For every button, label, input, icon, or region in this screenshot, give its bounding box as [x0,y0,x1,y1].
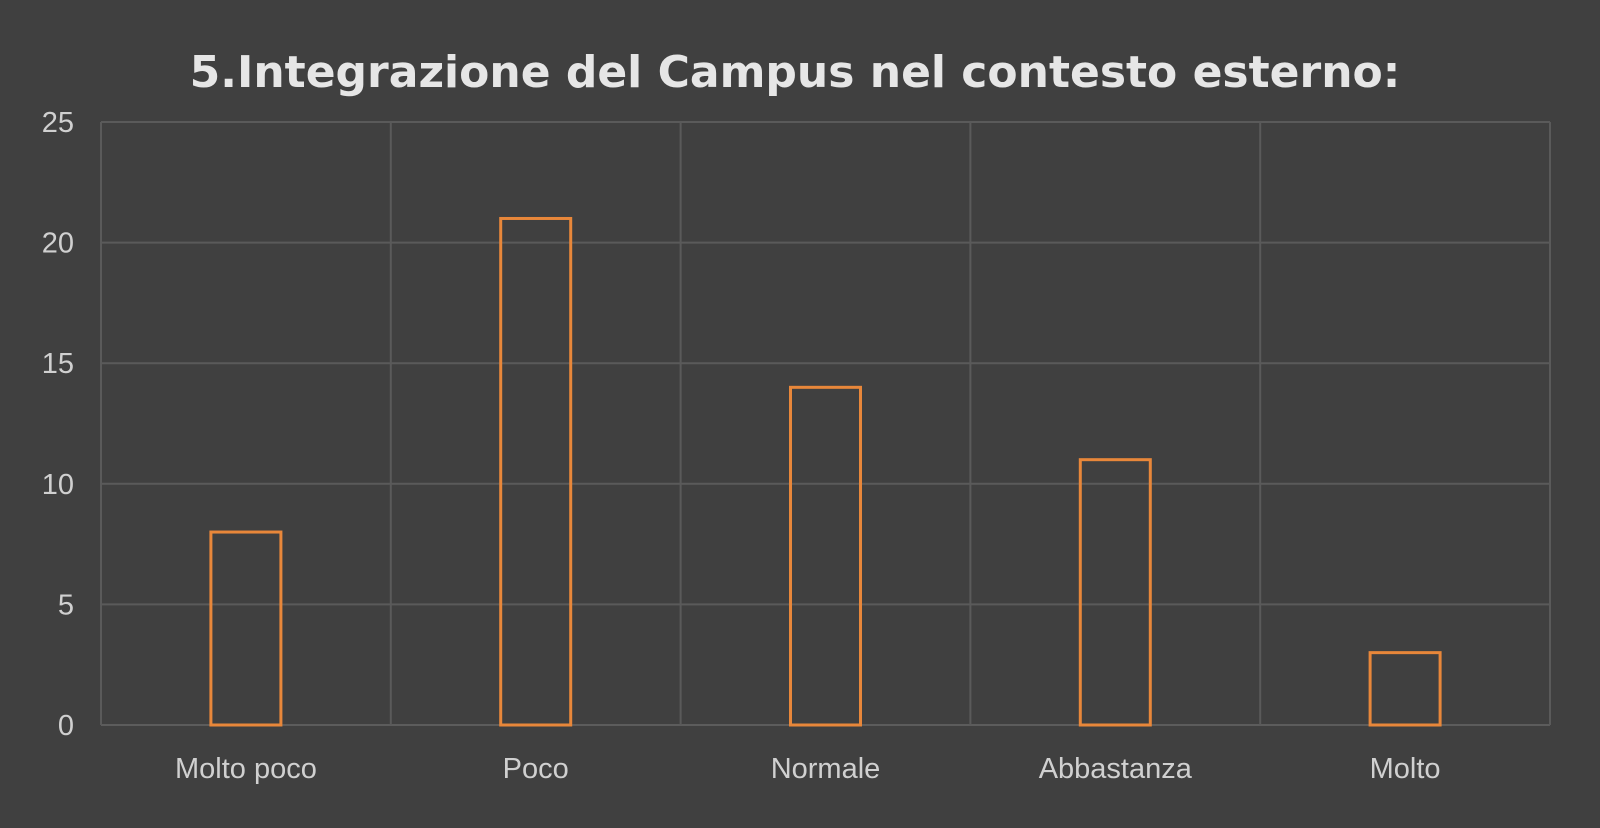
y-tick-label: 10 [42,469,74,501]
y-tick-label: 15 [42,348,74,380]
y-axis-tick-labels: 0 5 10 15 20 25 [42,107,74,742]
gridlines [100,121,1551,726]
bar-abbastanza [1078,458,1152,727]
bar-normale [789,385,862,727]
bar-molto-poco [209,530,283,727]
x-tick-label: Molto poco [175,753,317,785]
bars [209,216,1442,727]
x-tick-label: Abbastanza [1039,753,1193,785]
x-tick-label: Normale [771,753,881,785]
x-tick-label: Poco [503,753,569,785]
y-tick-label: 20 [42,228,74,260]
x-axis-tick-labels: Molto poco Poco Normale Abbastanza Molto [175,753,1441,785]
bar-molto [1368,651,1442,727]
y-tick-label: 0 [58,710,74,742]
bar-poco [499,216,573,727]
y-tick-label: 25 [42,107,74,139]
y-tick-label: 5 [58,589,74,621]
chart-title: 5.Integrazione del Campus nel contesto e… [190,47,1401,98]
x-tick-label: Molto [1370,753,1441,785]
